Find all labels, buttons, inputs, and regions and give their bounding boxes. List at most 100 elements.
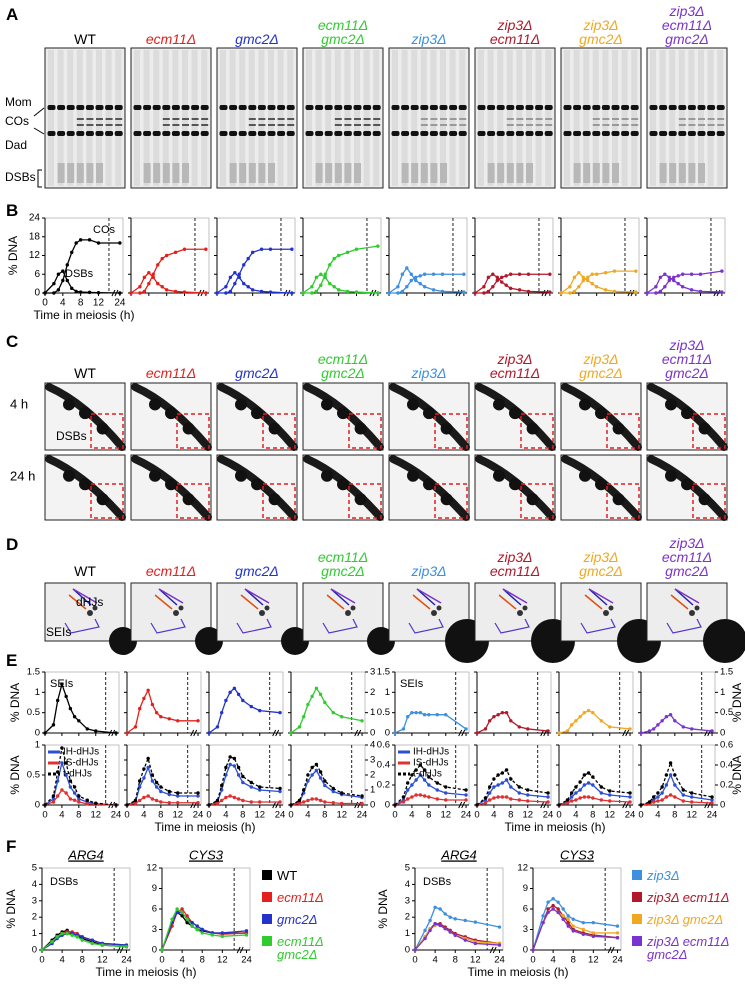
x-tick-label: 12 <box>93 298 105 309</box>
gel-spot <box>109 627 137 655</box>
data-point <box>60 931 64 936</box>
data-point <box>414 768 418 772</box>
data-point <box>496 713 500 717</box>
data-point <box>137 706 142 711</box>
y-tick-label: 0.2 <box>377 780 390 791</box>
data-point <box>422 768 427 772</box>
x-axis-label: Time in meiosis (h) <box>468 965 569 979</box>
gel-band <box>668 105 677 110</box>
x-tick-label: 4 <box>305 810 310 821</box>
data-point <box>401 795 406 799</box>
data-point <box>133 725 138 729</box>
gel-spot <box>493 469 505 482</box>
data-point <box>556 900 560 904</box>
data-point <box>569 795 574 799</box>
arrow <box>674 588 700 604</box>
data-point <box>297 725 302 729</box>
gel-smear <box>401 163 409 183</box>
gel-band <box>343 105 352 110</box>
data-point <box>77 794 81 798</box>
gel-smear <box>669 163 677 183</box>
genotype-label: zip3Δ ecm11Δ <box>489 17 541 47</box>
data-point <box>154 785 159 789</box>
gel-band <box>602 124 610 126</box>
arrow <box>588 588 608 606</box>
legend-swatch <box>262 936 272 946</box>
data-point <box>639 731 643 735</box>
gel-band <box>429 105 438 110</box>
data-point <box>557 731 561 735</box>
data-point <box>244 933 249 937</box>
gel-band <box>621 131 630 136</box>
gel-band <box>611 105 620 110</box>
axis-break-mark <box>713 289 721 297</box>
panel-title: ARG4 <box>440 847 476 862</box>
data-point <box>504 710 509 715</box>
gel-band <box>449 118 457 120</box>
arrow <box>68 594 87 610</box>
gel-band <box>287 118 295 120</box>
y-tick-label: 18 <box>29 231 41 242</box>
data-point <box>146 756 150 761</box>
axis-break-mark <box>354 729 362 737</box>
gel-band <box>420 118 428 120</box>
gel-smear <box>602 163 610 183</box>
data-point <box>414 278 418 283</box>
axis-break-mark <box>541 289 549 297</box>
data-point <box>142 776 146 780</box>
legend-label: IS-dHJs <box>413 758 449 769</box>
data-point <box>418 274 422 278</box>
data-point <box>250 250 255 255</box>
data-point <box>569 723 574 727</box>
gel-band <box>496 105 505 110</box>
gel-spot <box>251 478 263 491</box>
gel-band <box>573 105 582 110</box>
arrow <box>244 588 264 606</box>
legend-label: IH-dHJs <box>413 747 449 758</box>
x-tick-label: 24 <box>121 955 132 966</box>
data-point <box>241 774 245 779</box>
gel-band <box>248 124 256 126</box>
data-point <box>215 798 220 803</box>
gel-band <box>257 131 266 136</box>
y-tick-label: 1 <box>720 687 725 698</box>
data-point <box>559 291 563 295</box>
data-point <box>586 781 591 785</box>
gel-spot <box>509 478 521 491</box>
data-point <box>74 241 78 245</box>
panel-title: CYS3 <box>189 847 224 862</box>
gel-band <box>353 105 362 110</box>
gel-band <box>697 105 706 110</box>
data-point <box>509 777 513 781</box>
data-point <box>464 727 468 731</box>
data-point <box>435 713 439 717</box>
y-tick-label: 0 <box>370 800 375 811</box>
data-point <box>80 938 84 942</box>
data-point <box>526 793 530 797</box>
data-point <box>509 797 513 801</box>
data-point <box>68 779 73 783</box>
data-point <box>475 803 479 807</box>
x-tick-label: 24 <box>494 955 505 966</box>
data-point <box>647 800 652 804</box>
data-point <box>591 775 595 779</box>
data-point <box>668 761 673 765</box>
legend-swatch <box>262 914 272 924</box>
gel-band <box>182 118 189 120</box>
gel-band <box>707 124 715 126</box>
data-point <box>500 280 504 284</box>
legend-label: WT <box>277 868 298 883</box>
x-tick-label: 0 <box>392 810 397 821</box>
genotype-label: gmc2Δ <box>235 31 279 47</box>
data-point <box>196 719 200 723</box>
gel-band <box>105 105 114 110</box>
arrow <box>72 588 92 606</box>
data-point <box>210 933 214 937</box>
data-point <box>94 729 98 733</box>
data-point <box>561 907 565 911</box>
gel-spot <box>423 478 435 491</box>
gel-spot <box>579 469 591 482</box>
data-point <box>491 272 495 276</box>
data-point <box>142 289 147 294</box>
x-tick-label: 8 <box>322 810 327 821</box>
